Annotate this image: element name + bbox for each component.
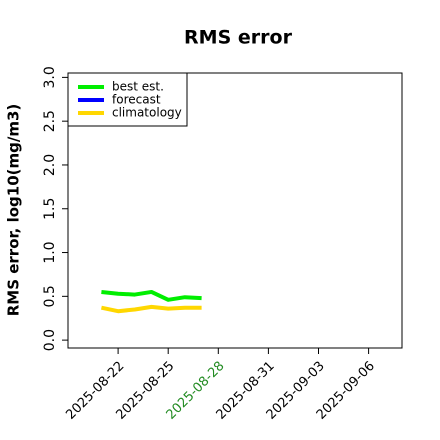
y-tick-label: 2.5 bbox=[42, 110, 58, 132]
series-line bbox=[100, 304, 202, 314]
y-tick-label: 0.5 bbox=[42, 285, 58, 307]
y-tick-label: 1.0 bbox=[42, 241, 58, 263]
legend-label: climatology bbox=[112, 106, 182, 120]
legend-label: forecast bbox=[112, 93, 161, 107]
y-tick-label: 1.5 bbox=[42, 198, 58, 220]
chart-title: RMS error bbox=[184, 27, 293, 49]
legend-label: best est. bbox=[112, 80, 164, 94]
y-tick-label: 3.0 bbox=[42, 66, 58, 88]
y-axis-label: RMS error, log10(mg/m3) bbox=[5, 104, 23, 317]
plot-frame bbox=[67, 72, 403, 349]
series-line bbox=[101, 289, 202, 302]
y-tick-label: 0.0 bbox=[42, 329, 58, 351]
y-tick-label: 2.0 bbox=[42, 154, 58, 176]
